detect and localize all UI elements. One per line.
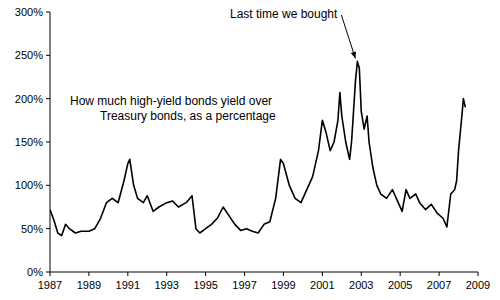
x-tick (322, 272, 323, 276)
x-tick-label: 1989 (77, 279, 101, 291)
y-tick (46, 98, 50, 99)
x-tick-label: 2007 (427, 279, 451, 291)
title: How much high-yield bonds yield overTrea… (70, 94, 276, 123)
x-tick-label: 1999 (271, 279, 295, 291)
x-tick (283, 272, 284, 276)
annotation: Last time we bought (230, 7, 338, 21)
y-tick (46, 185, 50, 186)
y-tick-label: 100% (15, 179, 43, 191)
y-tick-label: 150% (15, 136, 43, 148)
x-tick (88, 272, 89, 276)
annotation-arrowhead (351, 51, 356, 58)
x-tick (361, 272, 362, 276)
x-tick-label: 1997 (232, 279, 256, 291)
x-tick (439, 272, 440, 276)
x-tick (244, 272, 245, 276)
x-tick (127, 272, 128, 276)
x-axis (50, 272, 478, 273)
title-line: Treasury bonds, as a percentage (100, 109, 276, 123)
x-tick (50, 272, 51, 276)
x-tick (205, 272, 206, 276)
y-tick-label: 250% (15, 49, 43, 61)
x-tick-label: 1987 (38, 279, 62, 291)
x-tick (166, 272, 167, 276)
y-tick (46, 55, 50, 56)
y-tick (46, 12, 50, 13)
y-tick-label: 50% (21, 223, 43, 235)
x-tick (400, 272, 401, 276)
chart: 0% 50% 100% 150% 200% 250% 300% 1987 1989 1991 199… (0, 0, 500, 300)
y-tick-label: 300% (15, 6, 43, 18)
plot-area (50, 61, 465, 235)
x-tick-label: 2003 (349, 279, 373, 291)
x-tick-label: 2001 (310, 279, 334, 291)
x-tick-label: 2009 (466, 279, 490, 291)
x-tick-label: 1993 (154, 279, 178, 291)
y-tick-label: 200% (15, 93, 43, 105)
x-tick (478, 272, 479, 276)
y-tick (46, 272, 50, 273)
x-tick-label: 1995 (193, 279, 217, 291)
x-tick-label: 2005 (388, 279, 412, 291)
annotation-arrow (341, 15, 355, 58)
y-tick-label: 0% (27, 266, 43, 278)
x-tick-label: 1991 (116, 279, 140, 291)
series-line (50, 61, 465, 235)
title-line: How much high-yield bonds yield over (70, 94, 272, 108)
y-tick (46, 228, 50, 229)
y-tick (46, 142, 50, 143)
